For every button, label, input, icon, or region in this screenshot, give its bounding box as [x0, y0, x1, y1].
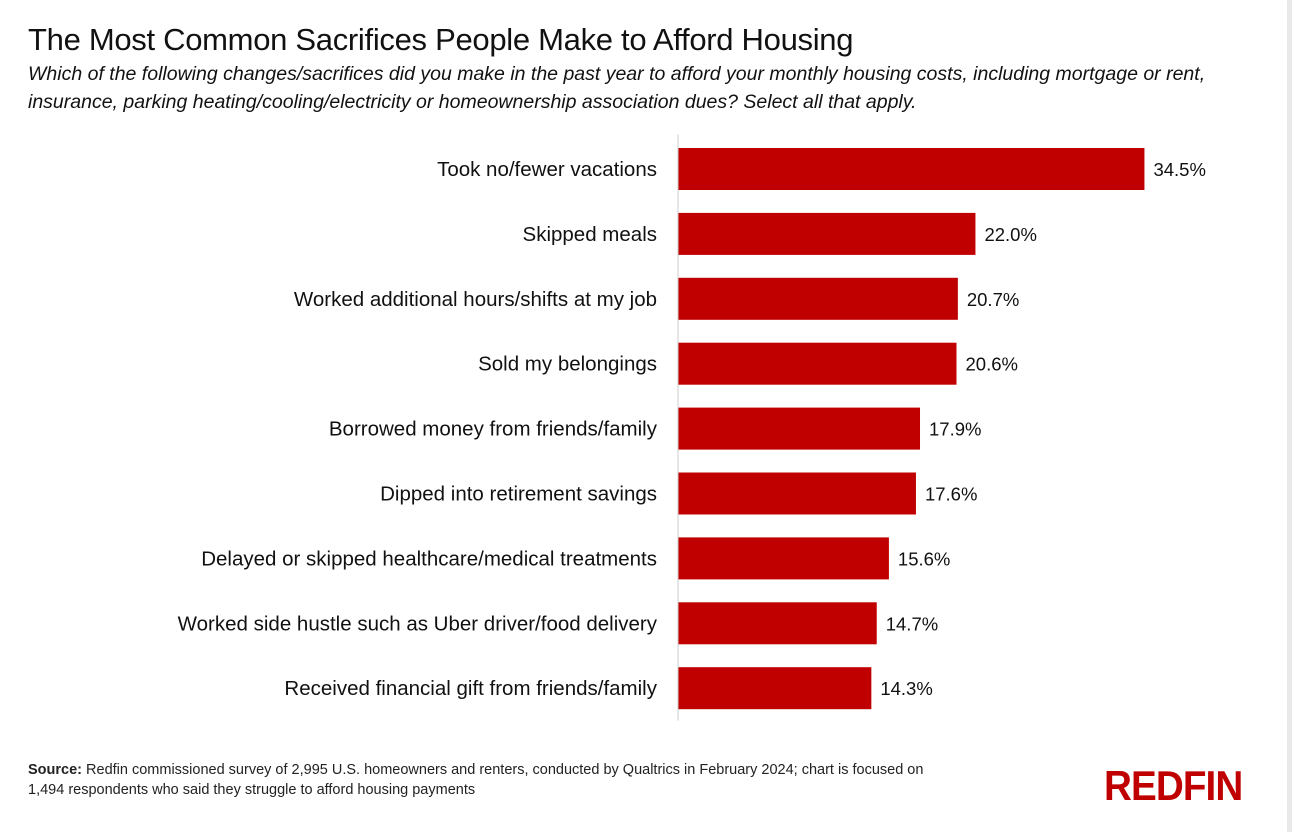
category-label: Skipped meals — [523, 223, 657, 246]
bar — [678, 277, 958, 320]
value-label: 20.7% — [967, 289, 1019, 310]
category-label: Sold my belongings — [478, 353, 657, 376]
category-label: Worked side hustle such as Uber driver/f… — [178, 612, 658, 635]
value-label: 17.9% — [929, 419, 981, 440]
chart-subtitle: Which of the following changes/sacrifice… — [28, 63, 1206, 113]
value-label: 14.3% — [880, 678, 932, 699]
redfin-logo: REDFIN — [1104, 762, 1243, 809]
value-label: 15.6% — [898, 548, 950, 569]
category-label: Delayed or skipped healthcare/medical tr… — [201, 547, 657, 570]
source-label: Source: — [28, 762, 82, 778]
bar — [678, 602, 877, 645]
category-label: Borrowed money from friends/family — [329, 418, 658, 441]
bar — [678, 472, 916, 515]
value-label: 34.5% — [1153, 159, 1205, 180]
source-text: Redfin commissioned survey of 2,995 U.S.… — [28, 762, 924, 798]
bar — [678, 342, 957, 385]
source-note: Source: Redfin commissioned survey of 2,… — [28, 760, 928, 800]
category-label: Received financial gift from friends/fam… — [284, 677, 657, 700]
bar — [678, 537, 889, 580]
bar — [678, 212, 976, 255]
value-label: 14.7% — [886, 613, 938, 634]
category-label: Worked additional hours/shifts at my job — [294, 288, 657, 311]
value-label: 20.6% — [966, 354, 1018, 375]
bar — [678, 148, 1145, 190]
bar — [678, 667, 872, 710]
bar — [678, 407, 921, 450]
category-label: Took no/fewer vacations — [437, 158, 657, 181]
value-label: 22.0% — [984, 224, 1036, 245]
page-edge — [1287, 0, 1292, 832]
chart-title: The Most Common Sacrifices People Make t… — [28, 22, 854, 57]
category-label: Dipped into retirement savings — [380, 483, 657, 506]
value-label: 17.6% — [925, 484, 977, 505]
